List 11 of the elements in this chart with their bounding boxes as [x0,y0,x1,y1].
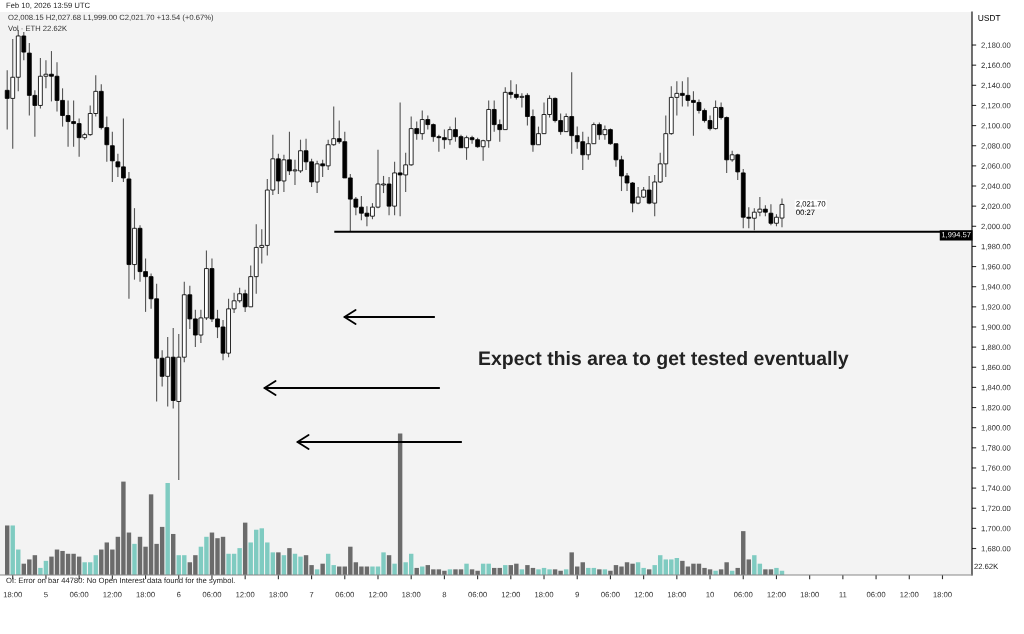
bar [132,543,137,575]
annotation: Expect this area to get tested eventually [479,350,849,370]
bar [287,548,292,575]
candlestick [109,131,115,183]
bar [464,563,469,575]
bar [320,563,325,575]
y-axis-title: USDT [978,15,1001,21]
bar [597,569,602,575]
bar [276,552,281,575]
bar [165,483,170,575]
bar [392,563,397,575]
